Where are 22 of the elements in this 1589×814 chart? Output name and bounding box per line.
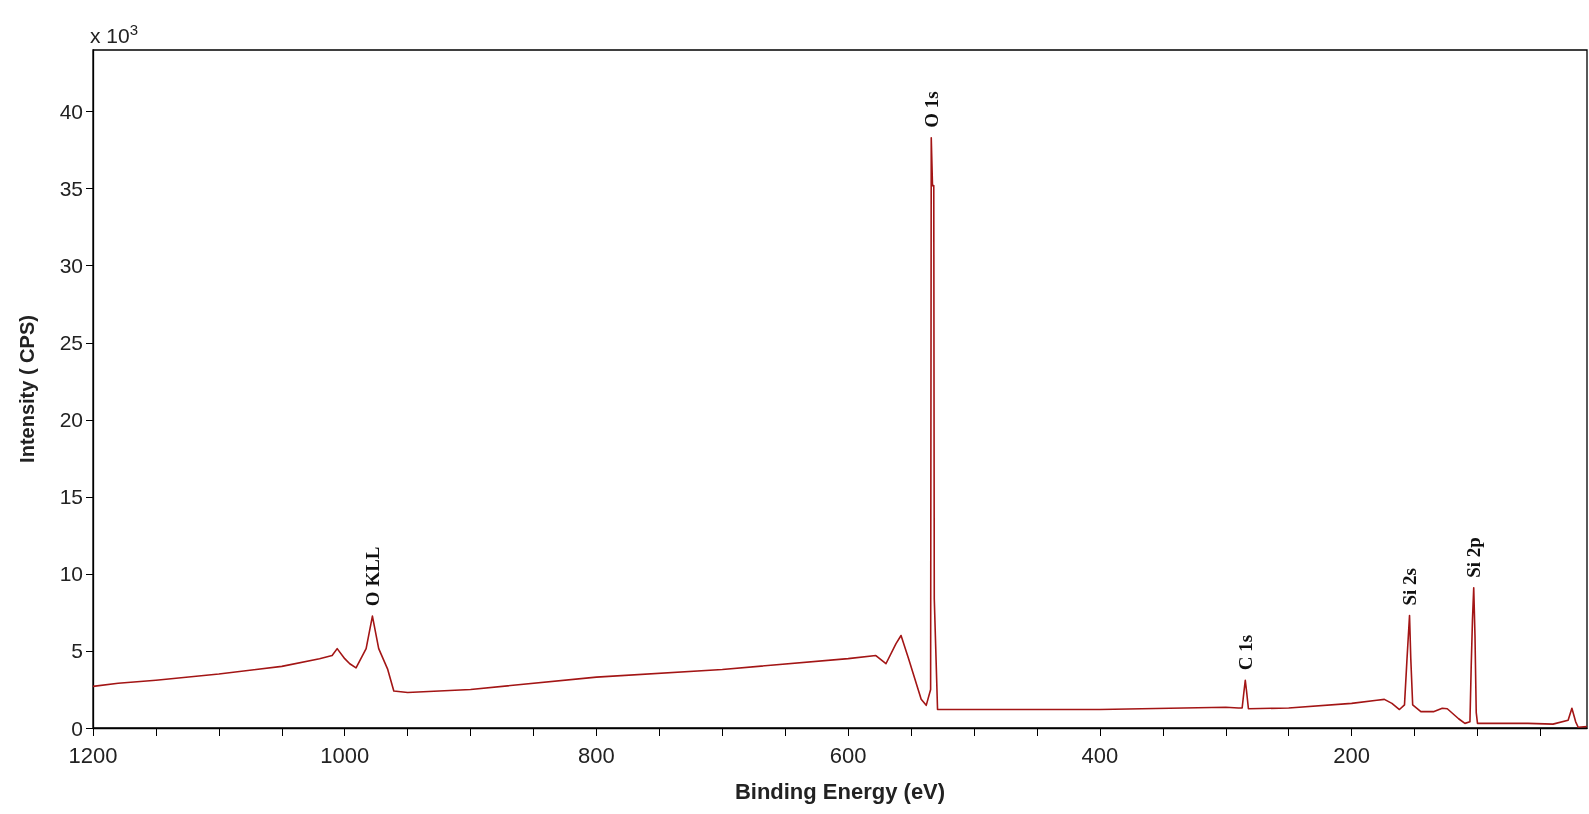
annotation: O KLL [361, 546, 383, 607]
y-tick-label: 30 [59, 254, 83, 278]
y-tick-label: 25 [59, 331, 83, 355]
y-tick-label: 15 [59, 485, 83, 509]
x-tick-label: 400 [1081, 742, 1119, 768]
y-tick-label: 40 [59, 100, 83, 124]
y-tick-label: 20 [59, 408, 83, 432]
y-tick-label: 5 [71, 639, 83, 663]
x-tick-label: 600 [829, 742, 867, 768]
annotation: Si 2p [1463, 537, 1485, 578]
y-axis-title: Intensity ( CPS) [16, 315, 38, 463]
x-tick-label: 1200 [68, 742, 118, 768]
annotation: Si 2s [1399, 568, 1421, 606]
y-tick-label: 35 [59, 177, 83, 201]
annotation: O 1s [920, 91, 942, 128]
x-axis-title: Binding Energy (eV) [734, 778, 946, 804]
y-tick-label: 10 [59, 562, 83, 586]
annotation: C 1s [1234, 634, 1256, 671]
x-tick-label: 800 [578, 742, 615, 768]
x-tick-label: 200 [1333, 742, 1370, 768]
y-tick-label: 0 [71, 716, 83, 740]
x-tick-label: 1000 [320, 742, 370, 768]
